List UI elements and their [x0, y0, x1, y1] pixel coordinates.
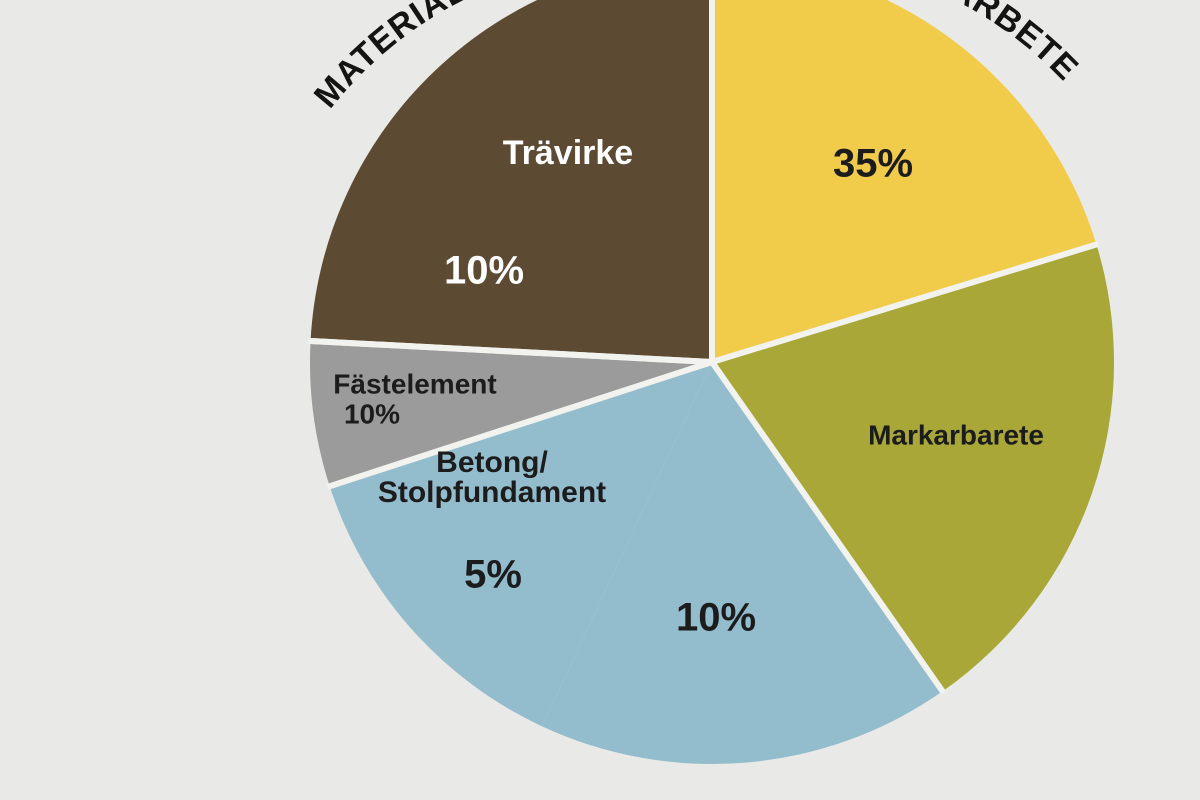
pie-slices: [310, 0, 1114, 764]
slice-divider: [709, 360, 947, 695]
slice-name-line: Betong/: [436, 446, 548, 479]
slice-value-label: 10%: [676, 596, 756, 640]
slice-labels: Trävirke 10% 35% Markarbarete 10% Betong/Stol…: [333, 134, 1044, 640]
slice-name-label: Betong/Stolpfundament: [378, 446, 606, 509]
slice-value-label: 10%: [344, 398, 400, 429]
slice-name-line: Stolpfundament: [378, 476, 606, 509]
pie-slice: [542, 362, 943, 764]
pie-slice: [329, 362, 712, 727]
slice-value-label: 10%: [444, 249, 524, 293]
slice-name-label: Markarbarete: [868, 419, 1044, 450]
pie-slice: [310, 0, 712, 362]
pie-slice: [310, 340, 712, 487]
pie-slice: [712, 244, 1114, 692]
slice-value-label: 35%: [833, 142, 913, 186]
slice-value-label: 5%: [464, 553, 522, 597]
slice-name-label: Trävirke: [503, 134, 633, 172]
slice-name-label: Fästelement: [333, 368, 496, 399]
slice-divider: [308, 337, 713, 365]
slice-dividers: [308, 0, 1100, 695]
slice-divider: [711, 241, 1100, 365]
slice-divider: [326, 359, 713, 490]
